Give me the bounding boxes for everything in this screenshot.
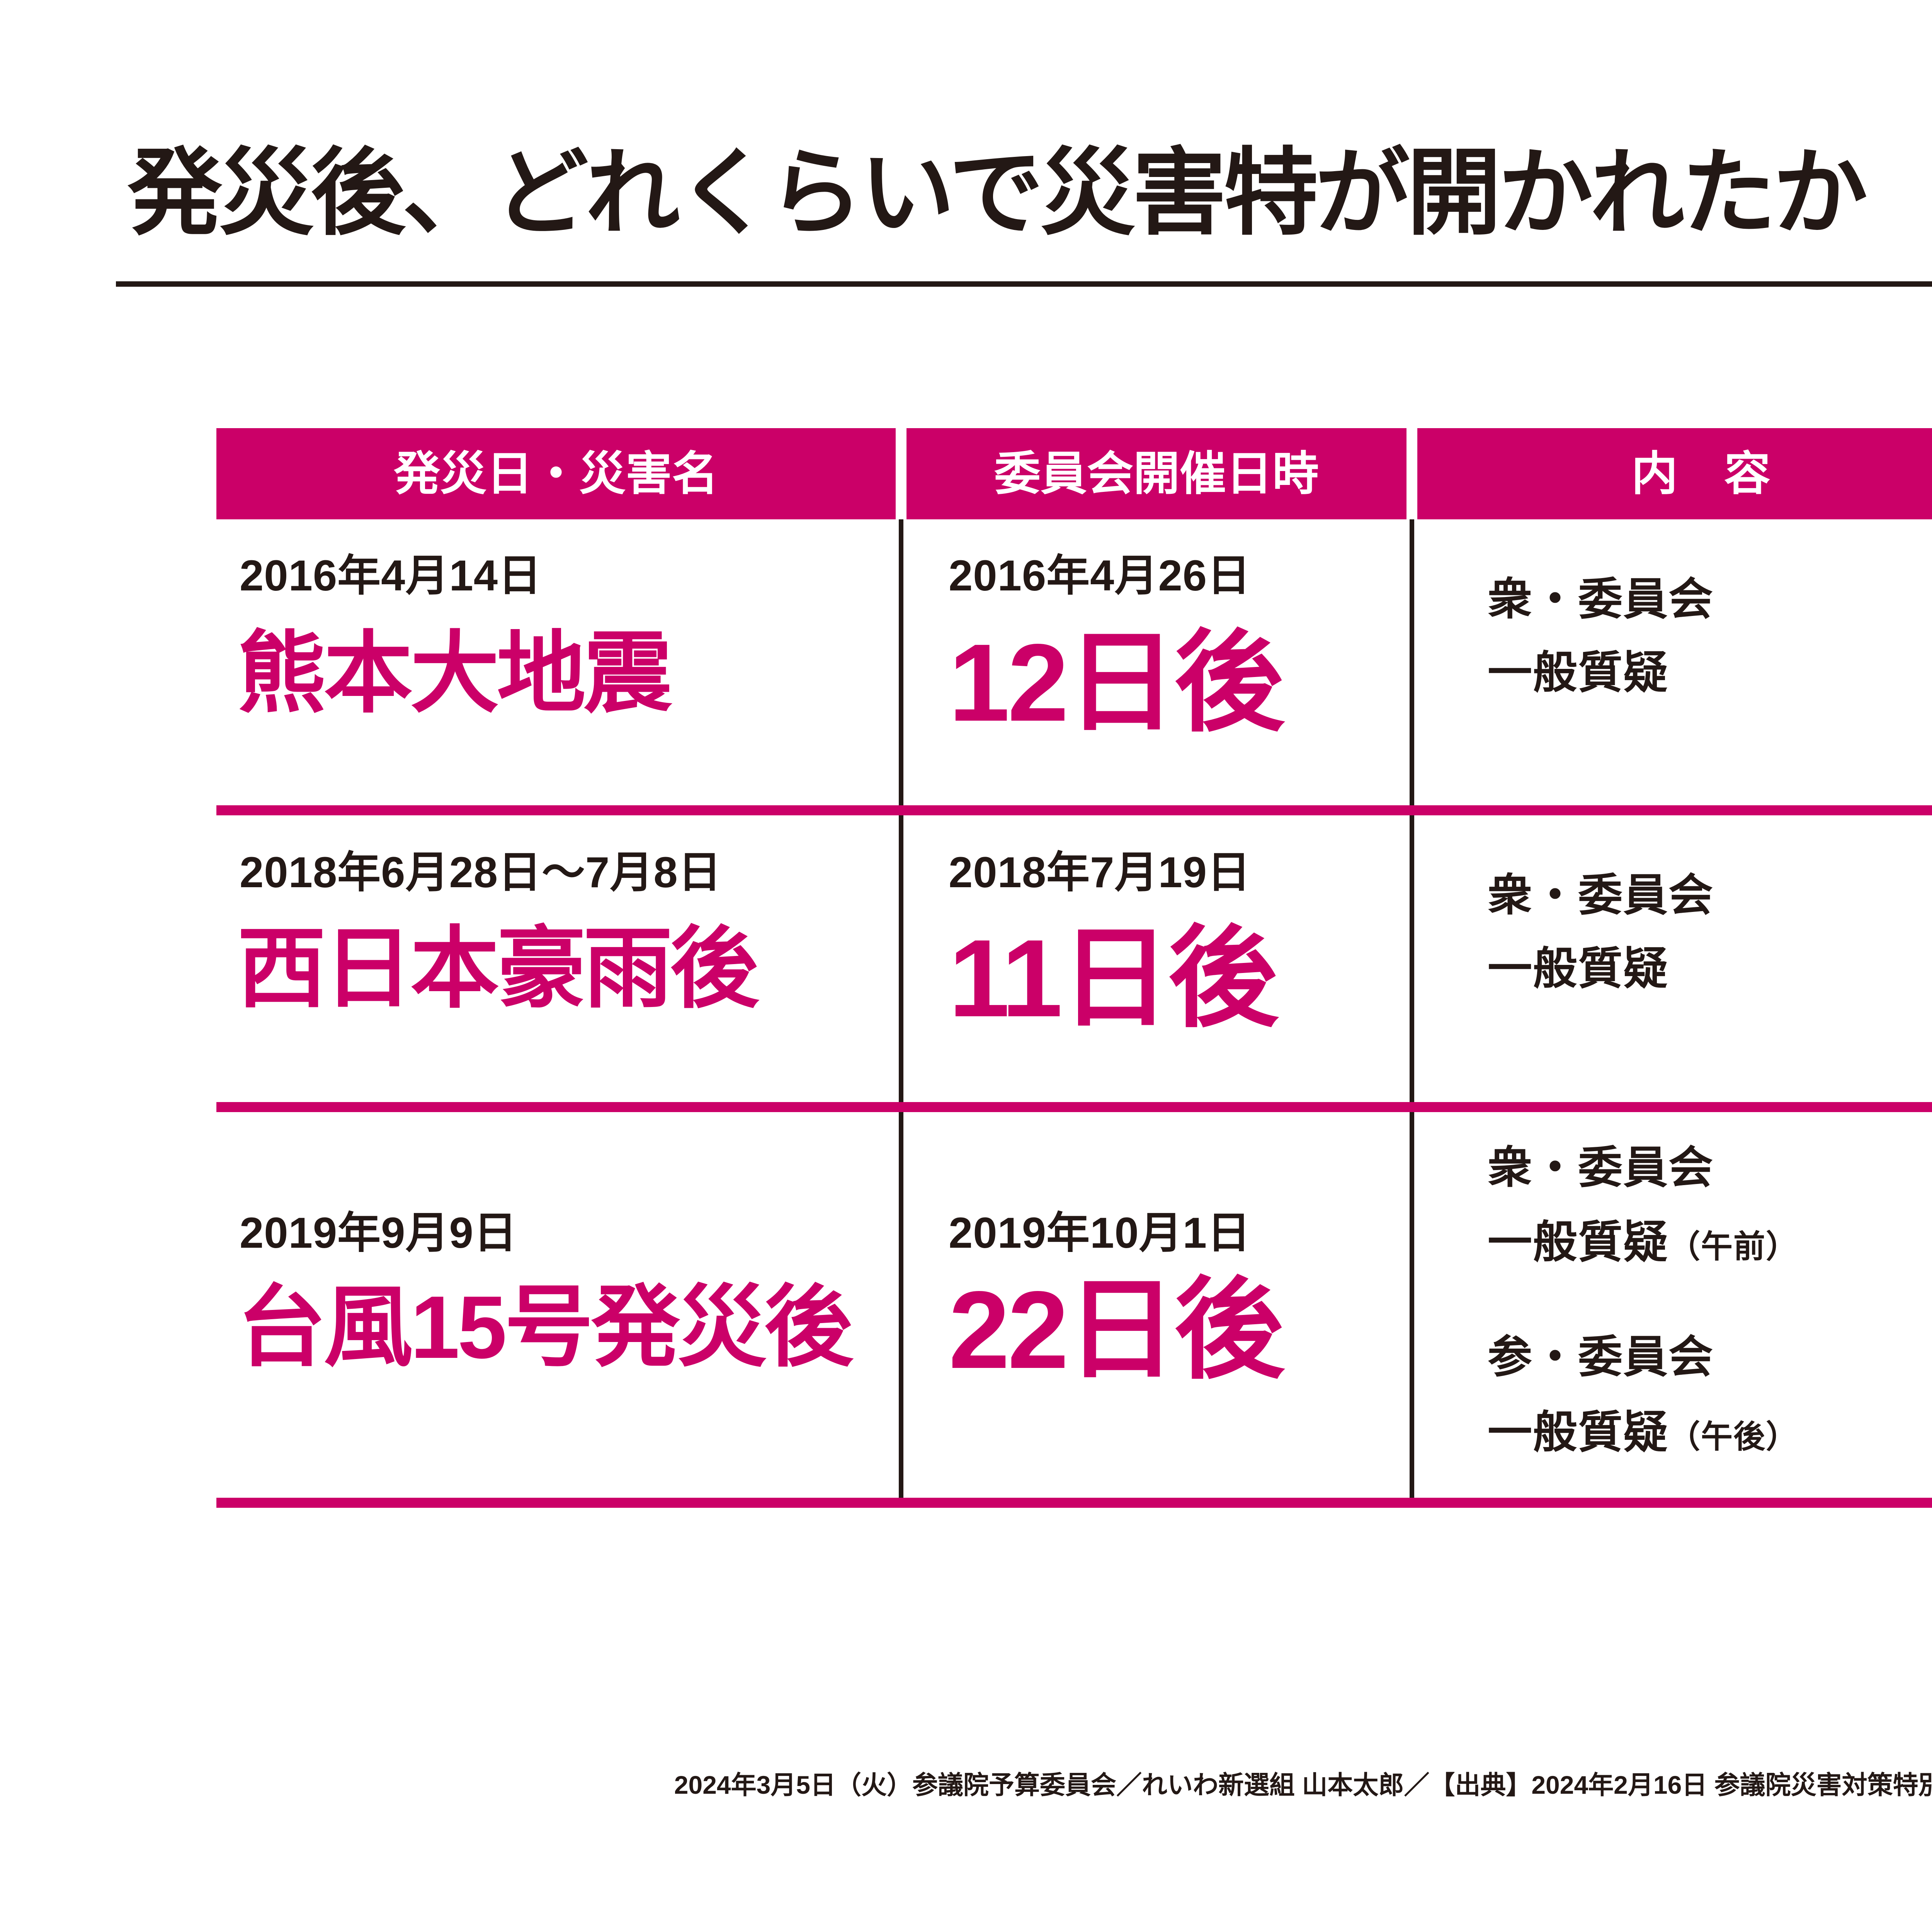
disaster-name-cell: 熊本大地震 bbox=[237, 624, 672, 723]
disaster-date-cell: 2019年9月9日 bbox=[240, 1209, 517, 1257]
table-column-divider bbox=[899, 519, 903, 1498]
page-title: 発災後、どれくらいで災害特が開かれたか bbox=[128, 140, 1868, 246]
days-after-cell: 11日後 bbox=[949, 917, 1278, 1040]
meeting-date-cell: 2018年7月19日 bbox=[949, 848, 1251, 896]
content-note: （午後） bbox=[1668, 1419, 1799, 1454]
title-underline bbox=[116, 281, 1932, 287]
meeting-date-cell: 2019年10月1日 bbox=[949, 1209, 1251, 1257]
row-separator bbox=[216, 805, 1932, 815]
days-after-cell: 22日後 bbox=[949, 1269, 1284, 1391]
content-line: 衆・委員会 bbox=[1488, 577, 1714, 622]
row-separator bbox=[216, 1498, 1932, 1508]
content-main: 参・委員会 bbox=[1488, 1332, 1714, 1382]
content-note: （午前） bbox=[1668, 1229, 1799, 1264]
row-separator bbox=[216, 1102, 1932, 1112]
content-main: 衆・委員会 bbox=[1488, 1143, 1714, 1192]
content-main: 一般質疑 bbox=[1488, 944, 1669, 993]
days-after-cell: 12日後 bbox=[949, 621, 1284, 744]
header-cell-meeting-date: 委員会開催日時 bbox=[906, 428, 1406, 519]
header-cell-disaster-name: 発災日・災害名 bbox=[216, 428, 896, 519]
content-main: 衆・委員会 bbox=[1488, 871, 1714, 920]
meeting-date-cell: 2016年4月26日 bbox=[949, 551, 1251, 600]
source-credit: 2024年3月5日（火）参議院予算委員会／れいわ新選組 山本太郎／【出典】202… bbox=[674, 1771, 1932, 1799]
content-main: 衆・委員会 bbox=[1488, 575, 1714, 624]
content-line: 衆・委員会 bbox=[1488, 873, 1714, 918]
content-line: 一般質疑 bbox=[1488, 947, 1668, 991]
table-column-divider bbox=[1410, 519, 1414, 1498]
content-line: 一般質疑（午前） bbox=[1488, 1220, 1798, 1265]
content-main: 一般質疑 bbox=[1488, 1408, 1669, 1457]
content-main: 一般質疑 bbox=[1488, 1218, 1669, 1267]
content-main: 一般質疑 bbox=[1488, 648, 1669, 697]
disaster-name-cell: 台風15号発災後 bbox=[237, 1277, 853, 1377]
disaster-date-cell: 2018年6月28日〜7月8日 bbox=[240, 848, 722, 896]
content-line: 一般質疑（午後） bbox=[1488, 1410, 1798, 1455]
content-line: 参・委員会 bbox=[1488, 1335, 1714, 1379]
content-line: 衆・委員会 bbox=[1488, 1146, 1714, 1190]
disaster-name-cell: 西日本豪雨後 bbox=[237, 919, 759, 1018]
content-line: 一般質疑 bbox=[1488, 651, 1668, 695]
header-cell-content: 内 容 bbox=[1417, 428, 1932, 519]
disaster-date-cell: 2016年4月14日 bbox=[240, 551, 542, 600]
